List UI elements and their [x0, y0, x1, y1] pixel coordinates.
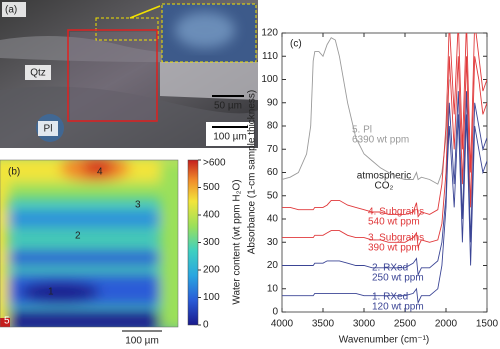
colorbar-tick-label: 200: [203, 265, 220, 276]
panel-b: (b) 1 2 3 4 5 100 µm Water content (wt p…: [0, 159, 243, 347]
arrow: [129, 5, 161, 19]
panel-tag: (c): [290, 39, 302, 50]
y-tick-label: 70: [267, 144, 279, 155]
annotation: atmospheric: [357, 171, 411, 182]
colorbar: [187, 159, 199, 326]
colorbar-tick-label: 0: [203, 320, 209, 331]
plot-area: [282, 33, 487, 305]
mineral-label: Pl: [44, 124, 53, 135]
series-label: 540 wt ppm: [368, 217, 420, 228]
y-tick-label: 50: [267, 190, 279, 201]
panel-tag: (a): [5, 5, 17, 16]
series-line: [282, 33, 487, 218]
series-line: [282, 56, 487, 249]
series-label: 6390 wt ppm: [352, 135, 409, 146]
x-tick-label: 3000: [353, 319, 376, 330]
series-label: 250 wt ppm: [372, 273, 424, 284]
y-tick-label: 90: [267, 97, 279, 108]
series-name: 5. Pl: [352, 125, 372, 136]
panel-a: (a) Qtz Pl 50 µm 100 µm: [0, 0, 258, 148]
scale-label: 100 µm: [125, 336, 159, 347]
y-tick-label: 30: [267, 237, 279, 248]
series-label: 120 wt ppm: [372, 302, 424, 313]
series-line: [282, 114, 487, 305]
y-axis-label: Absorbance (1-cm sample thickness): [247, 90, 258, 255]
series-line: [282, 91, 487, 277]
analysis-box: [67, 29, 158, 122]
series-name: 1. RXed: [372, 292, 408, 303]
x-tick-label: 1500: [476, 319, 499, 330]
y-tick-label: 20: [267, 260, 279, 271]
colorbar-tick-label: 400: [203, 210, 220, 221]
colorbar-label: Water content (wt ppm H₂O): [232, 179, 243, 304]
y-tick-label: 0: [272, 307, 278, 318]
water-map: [0, 160, 178, 327]
y-tick-label: 120: [261, 28, 278, 39]
series-line: [282, 37, 450, 185]
panel-tag: (b): [8, 167, 20, 178]
mineral-label: Qtz: [30, 68, 46, 79]
y-tick-label: 110: [262, 51, 278, 62]
point-label: 5: [4, 316, 10, 327]
x-tick-label: 4000: [271, 319, 294, 330]
point-label: 2: [75, 231, 81, 242]
annotation: CO₂: [375, 181, 394, 192]
x-tick-label: 2000: [435, 319, 458, 330]
x-tick-label: 2500: [394, 319, 417, 330]
series-name: 2. RXed: [372, 263, 408, 274]
y-tick-label: 80: [267, 121, 279, 132]
scale-label: 100 µm: [213, 132, 247, 143]
point-label: 1: [48, 287, 54, 298]
series-name: 4. Subgrains: [368, 207, 424, 218]
colorbar-tick-label: 500: [203, 182, 220, 193]
colorbar-tick-label: >600: [203, 158, 226, 169]
colorbar-tick-label: 100: [203, 292, 220, 303]
point-label: 3: [135, 200, 141, 211]
scale-label: 50 µm: [214, 101, 242, 112]
zoom-box: [95, 17, 159, 41]
series-label: 390 wt ppm: [368, 243, 420, 254]
x-tick-label: 3500: [312, 319, 335, 330]
y-tick-label: 10: [267, 283, 279, 294]
point-label: 4: [97, 167, 103, 178]
y-tick-label: 60: [267, 167, 279, 178]
x-axis-label: Wavenumber (cm⁻¹): [339, 335, 429, 346]
y-tick-label: 40: [267, 214, 279, 225]
colorbar-tick-label: 300: [203, 237, 220, 248]
series-name: 3. Subgrains: [368, 233, 424, 244]
y-tick-label: 100: [261, 74, 278, 85]
